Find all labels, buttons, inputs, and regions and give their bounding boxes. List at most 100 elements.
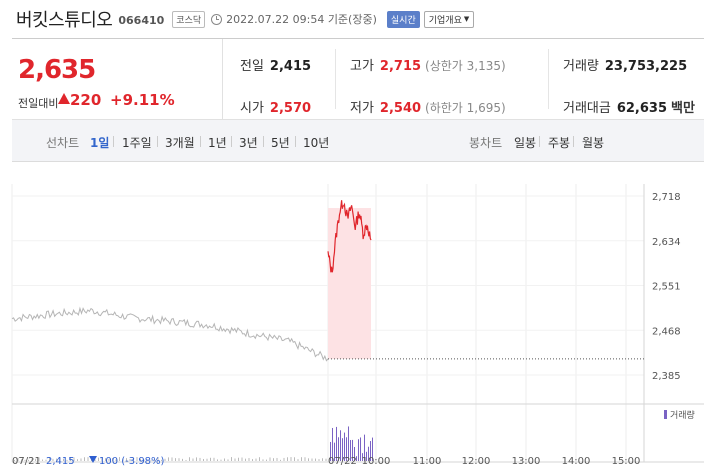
volume-bar: [171, 457, 173, 461]
divider: [335, 49, 336, 109]
prev-day-close: 2,415: [46, 456, 75, 467]
volume-bar: [360, 437, 361, 461]
stat-value: 62,635: [616, 101, 668, 116]
change-percent: +9.11%: [110, 91, 175, 109]
stat-label: 시가: [240, 101, 264, 116]
volume-bar: [178, 458, 180, 461]
volume-bar: [196, 457, 197, 461]
stat-high: 고가 2,715 (상한가 3,135): [350, 55, 506, 74]
tab-3years[interactable]: 3년: [239, 136, 258, 150]
x-tick-label: 07/21: [12, 456, 41, 467]
tab-monthly-candle[interactable]: 월봉: [582, 136, 605, 150]
volume-bar: [338, 437, 339, 461]
volume-bar: [340, 430, 341, 461]
tab-1week[interactable]: 1주일: [122, 136, 152, 150]
volume-bar: [42, 459, 43, 461]
volume-bar: [136, 457, 138, 461]
x-tick-label: 14:00: [562, 456, 591, 467]
volume-bar: [101, 457, 103, 461]
tab-weekly-candle[interactable]: 주봉: [548, 136, 571, 150]
y-tick-label: 2,551: [652, 282, 681, 293]
volume-bar: [28, 459, 29, 461]
tab-10years[interactable]: 10년: [303, 136, 330, 150]
volume-bar: [294, 457, 295, 461]
volume-bar: [280, 459, 281, 461]
volume-bar: [115, 459, 117, 461]
stat-value: 2,540: [379, 101, 422, 116]
price-chart: 2,718 2,634 2,551 2,468 2,385 거래량 07/21 07/22…: [0, 162, 704, 471]
volume-bar: [269, 457, 271, 461]
volume-bar: [370, 441, 371, 461]
volume-bar: [161, 459, 162, 461]
volume-bar: [283, 457, 285, 461]
x-tick-label: 15:00: [612, 456, 641, 467]
volume-bar: [35, 459, 36, 461]
chart-svg: 2,718 2,634 2,551 2,468 2,385 거래량 07/21 07/22…: [11, 184, 704, 467]
volume-bar: [308, 458, 309, 461]
volume-bar: [259, 457, 260, 461]
y-tick-label: 2,385: [652, 371, 681, 382]
volume-bar: [315, 458, 316, 461]
y-tick-label: 2,718: [652, 192, 681, 203]
volume-bar: [334, 442, 335, 461]
volume-bar: [245, 458, 246, 461]
volume-bar: [227, 459, 229, 461]
divider: [295, 136, 296, 147]
tab-5years[interactable]: 5년: [271, 136, 290, 150]
volume-bar: [301, 457, 302, 461]
divider: [113, 136, 114, 147]
volume-bar: [98, 457, 99, 461]
volume-bar: [358, 439, 359, 461]
divider: [200, 136, 201, 147]
volume-bar: [213, 457, 215, 461]
price-panel: 2,635 전일대비 220 +9.11% 전일 2,415 시가 2,570 고가…: [12, 38, 704, 120]
tab-1year[interactable]: 1년: [208, 136, 227, 150]
realtime-button[interactable]: 실시간: [386, 10, 420, 28]
volume-bar: [364, 434, 365, 461]
volume-bar: [140, 458, 141, 461]
today-area: [328, 208, 371, 359]
stat-low: 저가 2,540 (하한가 1,695): [350, 97, 506, 116]
tab-1day[interactable]: 1일: [90, 136, 110, 150]
volume-bar: [210, 457, 211, 461]
x-tick-label: 11:00: [413, 456, 442, 467]
volume-bar: [287, 457, 288, 461]
volume-bar: [199, 457, 201, 461]
volume-bar: [77, 459, 78, 461]
volume-bar: [342, 438, 343, 461]
timestamp: 2022.07.22 09:54 기준(장중): [226, 13, 377, 26]
divider: [539, 136, 540, 147]
volume-bar: [59, 457, 61, 461]
divider: [231, 136, 232, 147]
volume-bar: [189, 457, 190, 461]
volume-bar: [297, 459, 299, 461]
volume-bar: [234, 458, 236, 461]
volume-bar: [154, 459, 155, 461]
stat-value: 2,715: [379, 59, 422, 74]
triangle-up-icon: [58, 93, 70, 104]
stock-name: 버킷스튜디오: [16, 10, 113, 31]
tab-daily-candle[interactable]: 일봉: [514, 136, 537, 150]
stat-label: 거래량: [563, 59, 599, 74]
volume-bar: [129, 458, 131, 461]
clock-icon: [211, 13, 223, 25]
y-tick-label: 2,468: [652, 326, 681, 337]
volume-bar: [354, 446, 355, 461]
volume-bar: [366, 451, 367, 461]
volume-bar: [276, 457, 278, 461]
volume-bar: [108, 458, 110, 461]
volume-bar: [273, 458, 274, 461]
volume-bar: [175, 458, 176, 461]
stat-label: 전일: [240, 59, 264, 74]
volume-bar: [56, 458, 57, 461]
volume-bar: [248, 458, 250, 461]
volume-bar: [318, 459, 320, 461]
change-amount: 220: [70, 91, 102, 109]
volume-bar: [255, 458, 257, 461]
company-overview-button[interactable]: 기업개요 ▼: [423, 10, 475, 28]
volume-bar: [49, 457, 50, 461]
divider: [263, 136, 264, 147]
tab-3months[interactable]: 3개월: [165, 136, 195, 150]
company-overview-label: 기업개요: [428, 15, 462, 26]
volume-bar: [220, 459, 222, 461]
